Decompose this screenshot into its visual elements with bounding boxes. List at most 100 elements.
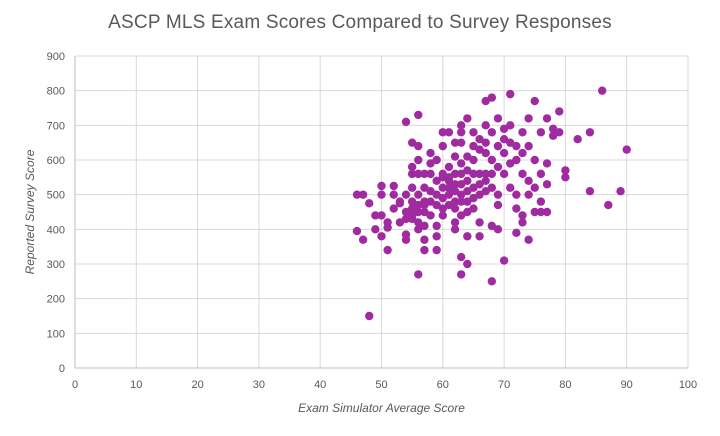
data-point — [493, 162, 503, 172]
axes — [74, 56, 688, 369]
data-point — [597, 86, 607, 95]
data-point — [481, 176, 490, 185]
data-point — [352, 226, 362, 236]
data-point — [456, 270, 466, 279]
data-point — [561, 166, 570, 175]
data-point — [414, 200, 423, 210]
y-tick-label: 900 — [47, 51, 65, 63]
data-point — [426, 159, 435, 168]
data-point — [536, 128, 546, 137]
data-point — [401, 190, 411, 199]
data-point — [463, 232, 472, 241]
data-point — [371, 211, 380, 220]
data-point — [389, 181, 398, 191]
x-tick-label: 30 — [253, 379, 265, 391]
x-tick-label: 60 — [437, 379, 449, 391]
data-point — [438, 141, 447, 151]
data-point — [512, 204, 521, 213]
data-point — [414, 225, 423, 234]
data-point — [407, 183, 417, 192]
data-point — [414, 155, 423, 165]
data-point — [530, 183, 539, 192]
data-points — [352, 86, 631, 321]
data-point — [542, 207, 552, 217]
data-point — [499, 169, 509, 179]
data-point — [444, 190, 454, 199]
data-point — [518, 128, 527, 137]
data-point — [432, 155, 441, 165]
data-point — [426, 187, 435, 196]
data-point — [444, 183, 454, 192]
data-point — [524, 176, 533, 185]
data-point — [414, 141, 423, 151]
data-point — [432, 176, 441, 185]
data-point — [487, 93, 497, 102]
data-point — [481, 148, 490, 158]
data-point — [622, 145, 631, 154]
data-point — [542, 159, 552, 168]
data-point — [506, 121, 515, 130]
data-point — [499, 124, 509, 133]
data-point — [456, 138, 466, 147]
data-point — [456, 159, 466, 168]
data-point — [475, 180, 484, 189]
y-tick-label: 400 — [47, 224, 65, 236]
data-point — [518, 211, 527, 220]
data-point — [450, 138, 460, 147]
data-point — [536, 207, 546, 217]
data-point — [401, 235, 411, 244]
data-point — [377, 181, 386, 191]
data-point — [475, 169, 484, 179]
data-point — [506, 138, 515, 147]
data-point — [456, 121, 466, 130]
data-point — [420, 183, 429, 192]
data-point — [407, 169, 417, 179]
data-point — [389, 204, 398, 213]
data-point — [407, 162, 417, 172]
data-point — [463, 176, 472, 185]
chart-title: ASCP MLS Exam Scores Compared to Survey … — [108, 12, 612, 33]
data-point — [530, 96, 539, 106]
data-point — [456, 169, 466, 179]
data-point — [432, 245, 441, 255]
x-tick-label: 50 — [375, 379, 387, 391]
x-tick-label: 10 — [130, 379, 142, 391]
data-point — [481, 169, 490, 179]
data-point — [469, 169, 478, 179]
data-point — [438, 128, 447, 137]
data-point — [499, 256, 509, 265]
data-point — [493, 141, 503, 151]
data-point — [555, 107, 564, 116]
data-point — [475, 218, 484, 227]
data-point — [506, 183, 515, 192]
data-point — [414, 169, 423, 179]
data-point — [487, 277, 497, 286]
x-tick-label: 40 — [314, 379, 326, 391]
data-point — [536, 169, 546, 179]
gridlines — [75, 55, 689, 368]
data-point — [414, 270, 423, 279]
data-point — [499, 135, 509, 144]
data-point — [450, 187, 460, 196]
data-point — [426, 211, 435, 220]
data-point — [536, 197, 546, 206]
data-point — [450, 218, 460, 227]
data-point — [481, 96, 490, 106]
data-point — [432, 232, 441, 241]
data-point — [456, 180, 466, 189]
data-point — [555, 128, 564, 137]
data-point — [463, 259, 472, 269]
data-point — [463, 114, 472, 123]
data-point — [426, 148, 435, 158]
data-point — [371, 225, 380, 234]
x-tick-label: 80 — [559, 379, 571, 391]
data-point — [420, 221, 429, 231]
data-point — [358, 235, 368, 244]
data-point — [426, 197, 435, 206]
data-point — [512, 228, 521, 237]
data-point — [524, 190, 533, 199]
data-point — [524, 114, 533, 123]
data-point — [463, 152, 472, 161]
data-point — [542, 114, 552, 123]
y-axis-title: Reported Survey Score — [23, 149, 37, 274]
